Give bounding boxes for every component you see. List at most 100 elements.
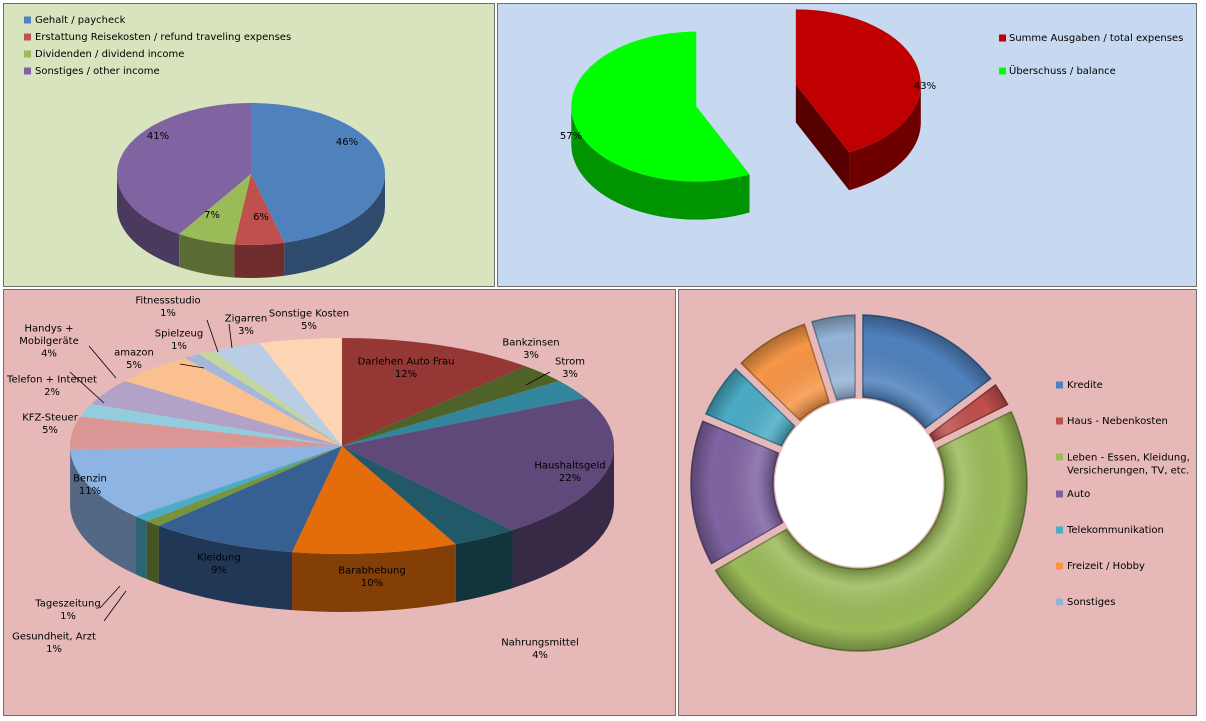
data-label-line: 1% (46, 644, 62, 655)
doughnut-segment-shade (741, 324, 830, 421)
pie-slice-cut-summe-ausgaben-total-expenses (795, 84, 850, 191)
data-label-line: 1% (60, 611, 76, 622)
leader-line (69, 371, 105, 404)
pie-slice-berschuss-balance (571, 31, 750, 182)
data-label-line: 3% (562, 369, 578, 380)
pie-slice-strom (342, 380, 586, 446)
pie-top-layer (571, 9, 921, 182)
pie-slice-amazon (124, 357, 342, 446)
income-chart-panel: 46% 6% 7% 41% Gehalt / paycheck Erstattung Re… (3, 3, 495, 287)
doughnut-segment-shade (705, 368, 795, 446)
data-label-tageszeitung: Tageszeitung 1% (34, 599, 100, 623)
legend-label-berschuss-balance: Überschuss / balance (1009, 64, 1116, 77)
legend-swatch-gehalt-paycheck (24, 16, 31, 24)
pie-slice-zigarren (213, 343, 342, 446)
doughnut-segment-shade (811, 315, 856, 400)
expenses-pie-chart: Darlehen Auto Frau 12%Bankzinsen 3%Strom 3%… (6, 296, 614, 661)
data-label-line: 4% (41, 349, 57, 360)
income-legend: Gehalt / paycheck Erstattung Reisekosten … (24, 15, 291, 77)
pie-slice-sonstige-kosten (259, 338, 342, 446)
data-label-line: 5% (301, 321, 317, 332)
expenses-chart-panel: Darlehen Auto Frau 12% Bankzinsen 3% Strom 3%… (3, 289, 676, 716)
pie-top-layer (70, 338, 614, 554)
data-label-line: Strom (555, 357, 585, 368)
pie-slice-gehalt-paycheck (251, 103, 386, 243)
pie-slice-nahrungsmittel (342, 446, 513, 545)
legend-swatch-kredite (1056, 381, 1063, 389)
pie-slice-handys-mobilger-te (91, 380, 342, 446)
data-label-berschuss-balance: 57% (560, 131, 582, 142)
pie-slice-kfz-steuer (70, 416, 342, 450)
doughnut-segment-shade (691, 421, 783, 564)
legend-label-dividenden-dividend-income: Dividenden / dividend income (35, 49, 184, 60)
doughnut-segment-shade (715, 411, 1027, 651)
pie-slice-darlehen-auto-frau (342, 338, 526, 446)
data-label-line: 1% (160, 308, 176, 319)
legend-label-leben-essen-kleidung-versicherungen-tv-etc: Leben - Essen, Kleidung, Versicherungen, … (1067, 453, 1190, 477)
legend-swatch-summe-ausgaben-total-expenses (999, 34, 1006, 42)
pie-slice-side-haushaltsgeld (512, 446, 614, 589)
data-label-strom: Strom 3% (555, 357, 585, 381)
data-label-line: 5% (126, 360, 142, 371)
data-label-line: 3% (523, 350, 539, 361)
pie-slice-side-gehalt-paycheck (284, 174, 385, 276)
data-label-line: Benzin (73, 474, 107, 485)
pie-slice-haushaltsgeld (342, 397, 614, 531)
categories-chart-panel: Kredite Haus - Nebenkosten Leben - Essen, … (678, 289, 1197, 716)
pie-slice-telefon-internet (80, 403, 342, 446)
leader-line (88, 345, 117, 379)
pie-side-layer (117, 174, 385, 279)
pie-slice-side-summe-ausgaben-total-expenses (849, 84, 921, 191)
data-label-line: 12% (395, 369, 417, 380)
pie-slice-summe-ausgaben-total-expenses (795, 9, 921, 153)
pie-slice-gesundheit-arzt (146, 446, 342, 526)
legend-label-telekommunikation: Telekommunikation (1066, 525, 1164, 536)
data-label-line: 11% (79, 486, 101, 497)
legend-label-haus-nebenkosten: Haus - Nebenkosten (1067, 416, 1168, 427)
data-label-line: Kleidung (197, 553, 241, 564)
leader-line (99, 585, 121, 609)
categories-legend: Kredite Haus - Nebenkosten Leben - Essen, … (1056, 380, 1190, 608)
data-label-spielzeug: Spielzeug 1% (155, 329, 204, 353)
data-label-erstattung-reisekosten-refund-traveling-expenses: 6% (253, 212, 269, 223)
data-label-line: Gesundheit, Arzt (12, 632, 96, 643)
leader-line (228, 323, 233, 349)
doughnut-segment-shade (929, 384, 1008, 442)
pie-slice-fitnessstudio (198, 350, 342, 446)
legend-label-gehalt-paycheck: Gehalt / paycheck (35, 15, 126, 26)
pie-slice-side-dividenden-dividend-income (179, 233, 235, 278)
data-label-zigarren: Zigarren 3% (225, 314, 267, 338)
pie-slice-side-kleidung (158, 525, 293, 611)
categories-doughnut-chart: Kredite Haus - Nebenkosten Leben - Essen, … (690, 314, 1190, 652)
data-label-line: Haushaltsgeld (534, 461, 605, 472)
pie-side-layer (70, 446, 614, 612)
data-label-darlehen-auto-frau: Darlehen Auto Frau 12% (358, 357, 455, 381)
data-label-benzin: Benzin 11% (73, 474, 107, 498)
data-label-barabhebung: Barabhebung 10% (338, 566, 405, 590)
data-label-line: Barabhebung (338, 566, 405, 577)
pie-slice-side-tageszeitung (135, 516, 147, 580)
income-pie-chart: 46% 6% 7% 41% Gehalt / paycheck Erstattung Re… (24, 15, 386, 279)
data-label-line: 22% (559, 473, 581, 484)
pie-slice-side-gesundheit-arzt (146, 521, 159, 584)
legend-label-summe-ausgaben-total-expenses: Summe Ausgaben / total expenses (1009, 33, 1183, 44)
pie-slice-side-nahrungsmittel (455, 530, 513, 603)
legend-label-sonstiges-other-income: Sonstiges / other income (35, 66, 160, 77)
data-label-line: Sonstige Kosten (269, 309, 349, 320)
pie-slice-tageszeitung (135, 446, 342, 522)
data-label-line: 4% (532, 650, 548, 661)
data-label-telefon-internet: Telefon + Internet 2% (6, 375, 97, 399)
legend-label-auto: Auto (1067, 489, 1090, 500)
legend-swatch-telekommunikation (1056, 526, 1063, 534)
legend-label-erstattung-reisekosten-refund-traveling-expenses: Erstattung Reisekosten / refund travelin… (35, 32, 291, 43)
data-label-line: 2% (44, 387, 60, 398)
data-label-kleidung: Kleidung 9% (197, 553, 241, 577)
pie-slice-side-barabhebung (292, 544, 456, 612)
data-label-line: Fitnessstudio (135, 296, 200, 307)
balance-legend: Summe Ausgaben / total expenses Überschus… (999, 33, 1183, 77)
pie-slice-benzin (70, 446, 343, 517)
pie-top-layer (117, 103, 386, 245)
data-label-sonstiges-other-income: 41% (147, 131, 169, 142)
pie-slice-side-benzin (70, 449, 136, 575)
pie-slice-barabhebung (292, 446, 456, 554)
